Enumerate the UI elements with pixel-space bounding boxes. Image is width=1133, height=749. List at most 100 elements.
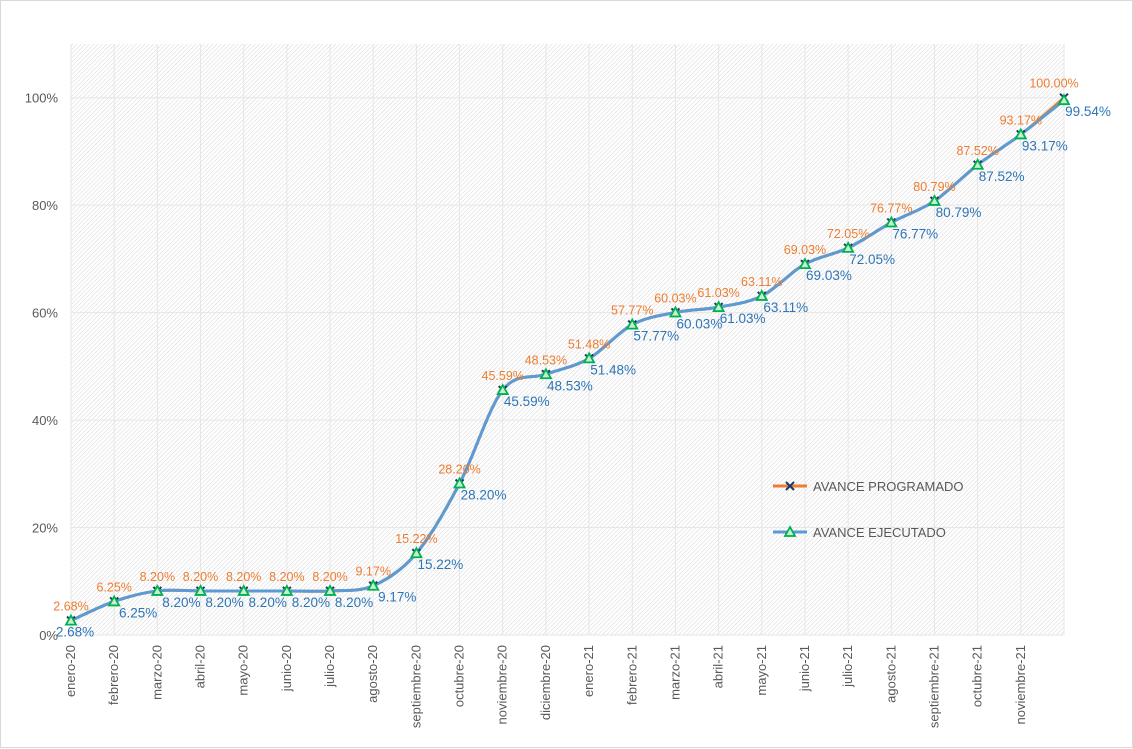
marker-avance-ejecutado: [625, 317, 639, 330]
legend-label: AVANCE EJECUTADO: [813, 525, 946, 540]
data-label-avance-programado: 8.20%: [269, 570, 304, 584]
data-label-avance-ejecutado: 8.20%: [292, 595, 330, 610]
x-tick-label: julio-21: [840, 645, 855, 688]
x-tick-label: octubre-20: [452, 645, 467, 707]
x-tick-label: agosto-20: [365, 645, 380, 703]
data-labels: 2.68% 6.25% 8.20% 8.20% 8.20% 8.20% 8.20% 9.17%…: [53, 77, 1111, 640]
data-label-avance-ejecutado: 8.20%: [249, 595, 287, 610]
x-tick-label: marzo-20: [149, 645, 164, 700]
data-label-avance-ejecutado: 51.48%: [590, 362, 636, 377]
data-label-avance-ejecutado: 63.11%: [763, 300, 808, 315]
data-label-avance-ejecutado: 99.54%: [1065, 104, 1111, 119]
marker-avance-ejecutado: [971, 157, 985, 170]
marker-avance-ejecutado: [884, 215, 898, 228]
legend-item: AVANCE EJECUTADO: [773, 525, 946, 540]
data-label-avance-ejecutado: 60.03%: [677, 316, 723, 331]
legend-marker-triangle: [783, 525, 797, 537]
data-label-avance-programado: 93.17%: [1000, 113, 1042, 127]
data-label-avance-ejecutado: 15.22%: [417, 557, 463, 572]
x-tick-label: junio-21: [797, 645, 812, 692]
x-axis-ticks: enero-20 febrero-20 marzo-20 abril-20 mayo-2…: [63, 645, 1028, 728]
data-label-avance-ejecutado: 57.77%: [633, 329, 679, 344]
x-tick-label: noviembre-20: [495, 645, 510, 725]
data-label-avance-programado: 8.20%: [312, 570, 347, 584]
data-label-avance-programado: 28.20%: [438, 462, 480, 476]
marker-avance-ejecutado: [1014, 127, 1028, 140]
data-label-avance-programado: 8.20%: [140, 570, 175, 584]
legend: AVANCE PROGRAMADO AVANCE EJECUTADO: [773, 479, 963, 540]
data-label-avance-ejecutado: 8.20%: [335, 595, 373, 610]
x-tick-label: agosto-21: [883, 645, 898, 703]
marker-avance-ejecutado: [323, 584, 337, 596]
marker-avance-ejecutado: [237, 584, 251, 596]
data-label-avance-programado: 63.11%: [741, 275, 782, 289]
data-label-avance-programado: 9.17%: [355, 565, 390, 579]
marker-avance-ejecutado: [712, 300, 726, 313]
marker-avance-ejecutado: [107, 594, 121, 607]
data-label-avance-programado: 80.79%: [913, 180, 955, 194]
data-label-avance-programado: 87.52%: [956, 144, 998, 158]
x-tick-label: junio-20: [279, 645, 294, 692]
data-label-avance-ejecutado: 8.20%: [162, 595, 200, 610]
y-tick-label: 60%: [32, 306, 58, 321]
data-label-avance-programado: 57.77%: [611, 304, 653, 318]
x-tick-label: febrero-21: [624, 645, 639, 705]
data-label-avance-programado: 72.05%: [827, 227, 869, 241]
legend-label: AVANCE PROGRAMADO: [813, 479, 963, 494]
x-tick-label: enero-20: [63, 645, 78, 697]
data-label-avance-ejecutado: 72.05%: [849, 252, 895, 267]
data-label-avance-ejecutado: 61.03%: [720, 311, 766, 326]
data-label-avance-programado: 76.77%: [870, 202, 912, 216]
data-label-avance-ejecutado: 80.79%: [936, 205, 982, 220]
data-label-avance-ejecutado: 9.17%: [378, 590, 416, 605]
y-tick-label: 20%: [32, 521, 58, 536]
marker-avance-ejecutado: [798, 257, 812, 270]
y-axis-ticks: 0% 20% 40% 60% 80% 100%: [25, 91, 59, 643]
y-tick-label: 40%: [32, 413, 58, 428]
x-tick-label: febrero-20: [106, 645, 121, 705]
marker-avance-ejecutado: [453, 476, 467, 489]
x-tick-label: marzo-21: [667, 645, 682, 700]
data-label-avance-programado: 61.03%: [697, 286, 739, 300]
marker-avance-ejecutado: [841, 241, 855, 253]
data-label-avance-ejecutado: 69.03%: [806, 268, 852, 283]
data-label-avance-ejecutado: 2.68%: [56, 625, 94, 640]
data-label-avance-ejecutado: 48.53%: [547, 378, 593, 393]
series-markers: [64, 93, 1071, 626]
plot-area: [71, 44, 1064, 635]
marker-avance-ejecutado: [150, 584, 164, 596]
y-tick-label: 80%: [32, 198, 58, 213]
marker-avance-ejecutado: [927, 194, 942, 206]
x-tick-label: septiembre-21: [926, 645, 941, 728]
x-tick-label: abril-21: [711, 645, 726, 688]
data-label-avance-programado: 8.20%: [183, 570, 218, 584]
data-label-avance-programado: 15.22%: [395, 532, 437, 546]
data-label-avance-ejecutado: 76.77%: [892, 227, 938, 242]
x-tick-label: julio-20: [322, 645, 337, 688]
marker-avance-ejecutado: [409, 546, 423, 559]
marker-avance-ejecutado: [1057, 93, 1071, 106]
legend-item: AVANCE PROGRAMADO: [773, 479, 963, 494]
marker-avance-ejecutado: [193, 584, 208, 596]
marker-avance-ejecutado: [366, 578, 380, 591]
data-label-avance-ejecutado: 45.59%: [504, 394, 550, 409]
data-label-avance-ejecutado: 6.25%: [119, 605, 157, 620]
marker-avance-ejecutado: [668, 305, 682, 318]
gridlines: [70, 44, 1065, 636]
x-tick-label: noviembre-21: [1013, 645, 1028, 725]
marker-avance-ejecutado: [64, 613, 78, 626]
data-label-avance-programado: 60.03%: [654, 291, 696, 305]
x-tick-label: abril-20: [193, 645, 208, 688]
y-tick-label: 100%: [25, 91, 59, 106]
data-label-avance-programado: 51.48%: [568, 337, 610, 351]
y-tick-label: 0%: [39, 628, 58, 643]
data-label-avance-programado: 8.20%: [226, 570, 261, 584]
x-tick-label: septiembre-20: [408, 645, 423, 728]
x-tick-label: enero-21: [581, 645, 596, 697]
data-label-avance-programado: 2.68%: [53, 600, 88, 614]
data-label-avance-ejecutado: 87.52%: [979, 169, 1025, 184]
legend-marker-x: [785, 481, 795, 491]
data-label-avance-programado: 69.03%: [784, 243, 826, 257]
data-label-avance-programado: 6.25%: [96, 580, 131, 594]
